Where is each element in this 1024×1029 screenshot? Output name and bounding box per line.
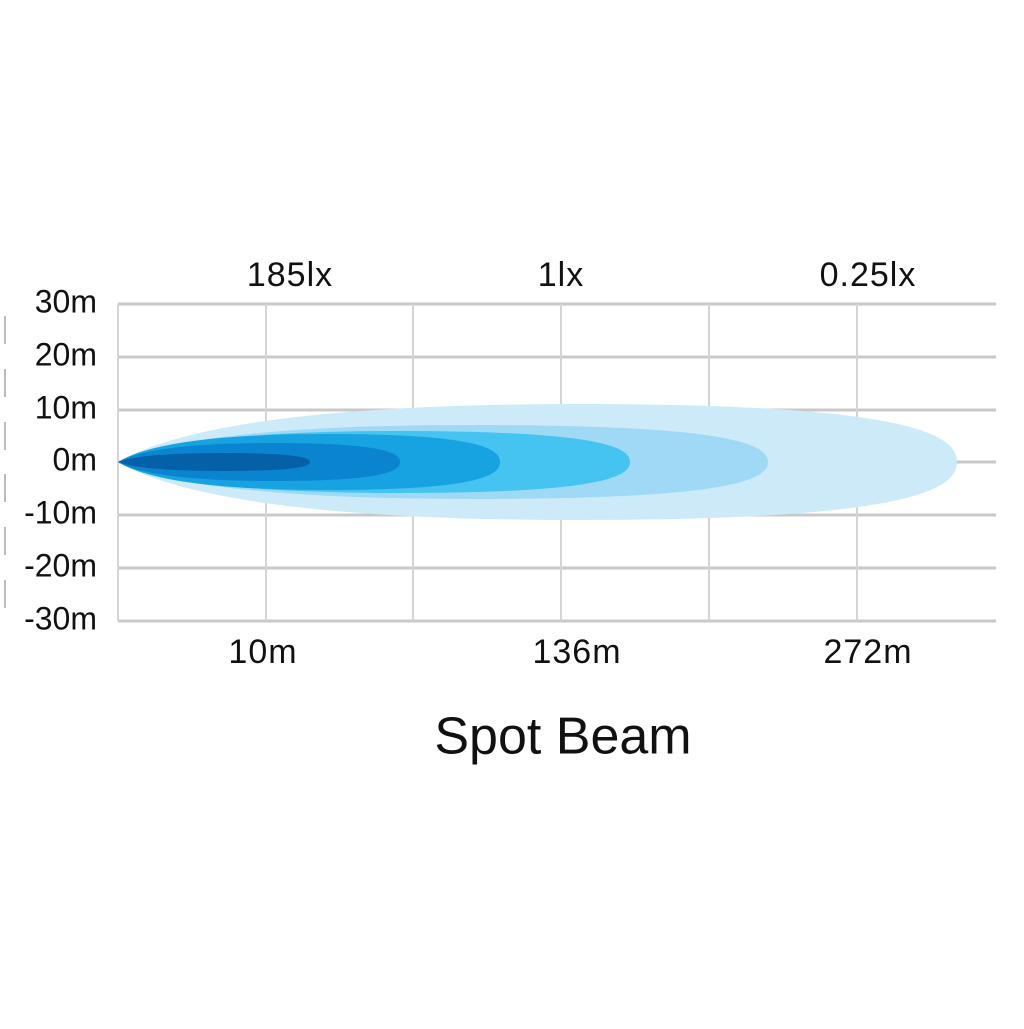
lux-label: 185lx — [247, 256, 333, 294]
width-label: 20m — [35, 336, 97, 372]
distance-label: 10m — [228, 633, 297, 671]
beam-pattern — [118, 404, 957, 520]
beam-zone — [118, 453, 310, 471]
distance-label: 272m — [823, 633, 912, 671]
width-label: -30m — [24, 600, 97, 636]
width-label: 30m — [35, 283, 97, 319]
width-labels: 30m 20m 10m 0m -10m -20m -30m — [24, 283, 97, 636]
title: Spot Beam — [434, 708, 691, 766]
lux-label: 1lx — [538, 256, 584, 294]
lux-label: 0.25lx — [820, 256, 917, 294]
width-label: 10m — [35, 389, 97, 425]
distance-label: 136m — [532, 633, 621, 671]
width-label: 0m — [53, 441, 97, 477]
width-label: -10m — [24, 494, 97, 530]
width-label: -20m — [24, 547, 97, 583]
